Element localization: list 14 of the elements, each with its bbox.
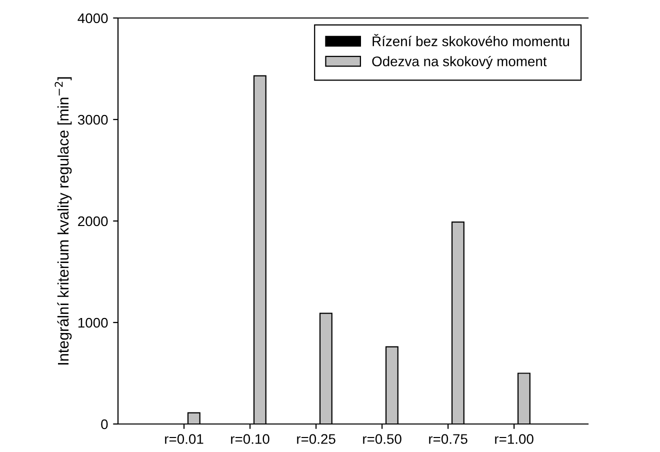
x-tick-label: r=0.01 xyxy=(165,434,204,444)
y-tick-label: 4000 xyxy=(78,13,108,24)
y-tick-label: 2000 xyxy=(78,216,108,226)
legend-label: Odezva na skokový moment xyxy=(372,56,547,70)
y-tick-label: 3000 xyxy=(78,114,108,125)
x-tick-label: r=0.50 xyxy=(363,434,402,444)
y-tick-label: 0 xyxy=(101,419,108,430)
y-tick-label: 1000 xyxy=(78,318,108,328)
x-tick-label: r=0.75 xyxy=(429,434,468,444)
x-tick-label: r=1.00 xyxy=(495,434,534,444)
legend-label: Řízení bez skokového momentu xyxy=(372,34,570,46)
y-axis-title: Integrální kriterium kvality regulace [min$^{−2}$] xyxy=(54,77,72,364)
x-tick-label: r=0.25 xyxy=(297,434,336,444)
x-tick-label: r=0.10 xyxy=(231,434,270,444)
